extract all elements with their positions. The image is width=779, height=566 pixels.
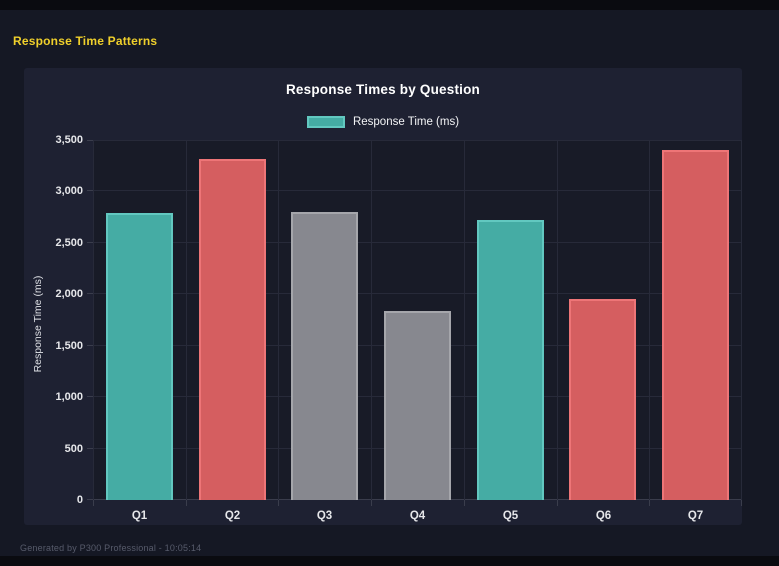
- bar-q3[interactable]: [291, 212, 358, 500]
- bar-q4[interactable]: [384, 311, 451, 500]
- chart-card: Response Times by Question Response Time…: [24, 68, 742, 525]
- v-gridline-3: [371, 140, 372, 500]
- h-gridline-3500: [93, 140, 742, 141]
- y-tick-label-3000: 3,000: [55, 185, 83, 197]
- v-gridline-0: [93, 140, 94, 500]
- y-tick-label-0: 0: [76, 494, 83, 506]
- y-tick-2000: [87, 293, 93, 294]
- h-gridline-3000: [93, 190, 742, 191]
- y-tick-label-3500: 3,500: [55, 134, 83, 146]
- x-tick-label-q7: Q7: [687, 510, 704, 522]
- x-tick-label-q6: Q6: [595, 510, 612, 522]
- y-tick-3000: [87, 190, 93, 191]
- x-axis-tick-2: [278, 500, 279, 506]
- v-gridline-7: [741, 140, 742, 500]
- bar-q5[interactable]: [477, 220, 544, 500]
- x-axis-tick-3: [371, 500, 372, 506]
- y-tick-label-2500: 2,500: [55, 237, 83, 249]
- y-tick-label-2000: 2,000: [55, 288, 83, 300]
- legend-swatch-response-time[interactable]: [306, 116, 345, 128]
- chart-legend: Response Time (ms): [24, 114, 742, 130]
- y-tick-500: [87, 448, 93, 449]
- x-axis-tick-6: [649, 500, 650, 506]
- x-axis-tick-5: [557, 500, 558, 506]
- bar-q7[interactable]: [662, 150, 729, 500]
- h-gridline-2000: [93, 293, 742, 294]
- y-tick-3500: [87, 140, 93, 141]
- v-gridline-1: [186, 140, 187, 500]
- bar-q2[interactable]: [199, 159, 266, 500]
- legend-label[interactable]: Response Time (ms): [352, 116, 460, 128]
- y-tick-label-500: 500: [64, 443, 83, 455]
- y-tick-0: [87, 499, 93, 500]
- y-tick-2500: [87, 242, 93, 243]
- x-axis-tick-0: [93, 500, 94, 506]
- x-tick-label-q3: Q3: [316, 510, 333, 522]
- x-tick-label-q2: Q2: [224, 510, 241, 522]
- v-gridline-5: [557, 140, 558, 500]
- x-tick-label-q1: Q1: [131, 510, 148, 522]
- footer-text: Generated by P300 Professional - 10:05:1…: [20, 543, 202, 553]
- plot-area: [93, 140, 742, 500]
- x-tick-label-q5: Q5: [502, 510, 519, 522]
- x-tick-label-q4: Q4: [409, 510, 426, 522]
- v-gridline-2: [278, 140, 279, 500]
- x-axis-tick-7: [741, 500, 742, 506]
- y-tick-1500: [87, 345, 93, 346]
- y-tick-label-1000: 1,000: [55, 391, 83, 403]
- x-axis-tick-4: [464, 500, 465, 506]
- x-axis-tick-1: [186, 500, 187, 506]
- v-gridline-4: [464, 140, 465, 500]
- h-gridline-2500: [93, 242, 742, 243]
- page-title: Response Time Patterns: [13, 34, 158, 48]
- chart-title: Response Times by Question: [285, 82, 480, 97]
- bar-q6[interactable]: [569, 299, 636, 500]
- bar-q1[interactable]: [106, 213, 173, 500]
- v-gridline-6: [649, 140, 650, 500]
- window-top-bar: [0, 0, 779, 10]
- y-tick-label-1500: 1,500: [55, 340, 83, 352]
- y-tick-1000: [87, 396, 93, 397]
- window-bottom-bar: [0, 556, 779, 566]
